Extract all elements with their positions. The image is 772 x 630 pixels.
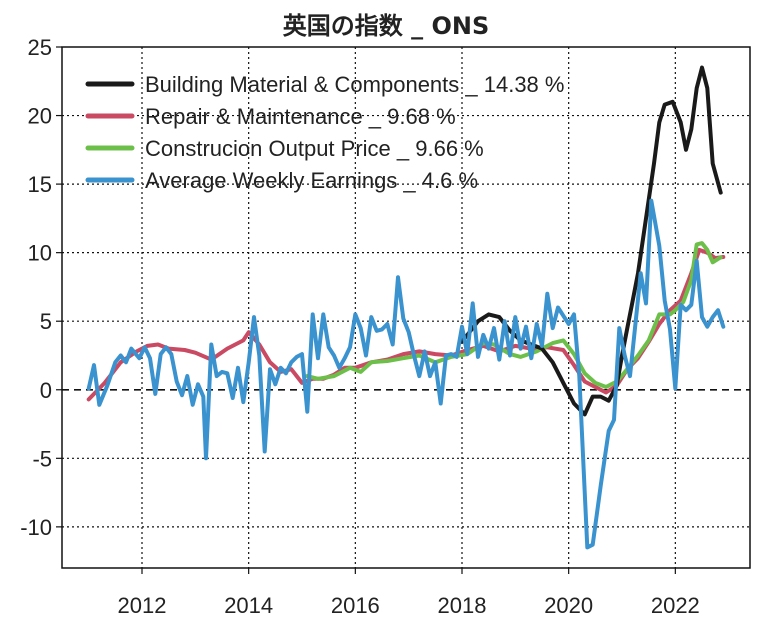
y-tick-label: -10: [20, 515, 52, 540]
grid-lines: [62, 47, 750, 568]
y-tick-label: -5: [32, 446, 52, 471]
y-tick-label: 25: [28, 35, 52, 60]
series-line-3: [86, 198, 726, 550]
series-line-0: [460, 65, 723, 417]
x-tick-label: 2016: [331, 593, 380, 618]
series-lines: [86, 65, 726, 550]
legend-label: Average Weekly Earnings _ 4.6 %: [145, 168, 478, 193]
x-tick-label: 2014: [224, 593, 273, 618]
x-tick-label: 2018: [438, 593, 487, 618]
legend: Building Material & Components _ 14.38 %…: [85, 72, 564, 193]
x-tick-label: 2012: [118, 593, 167, 618]
y-tick-label: 10: [28, 241, 52, 266]
legend-label: Building Material & Components _ 14.38 %: [145, 72, 564, 97]
y-tick-label: 0: [40, 378, 52, 403]
y-tick-label: 20: [28, 104, 52, 129]
axis-ticks: 2012 2014 2016 2018 2020 2022 25 20 15 10 5 0 -5 -10: [20, 35, 700, 618]
chart-title: 英国の指数 _ ONS: [282, 12, 490, 40]
legend-label: Repair & Maintenance _ 9.68 %: [145, 104, 456, 129]
x-tick-label: 2020: [544, 593, 593, 618]
y-tick-label: 5: [40, 309, 52, 334]
series-line-2: [305, 241, 723, 389]
y-tick-label: 15: [28, 172, 52, 197]
legend-label: Construcion Output Price _ 9.66 %: [145, 136, 484, 161]
plot-frame: [61, 46, 751, 569]
x-tick-label: 2022: [651, 593, 700, 618]
